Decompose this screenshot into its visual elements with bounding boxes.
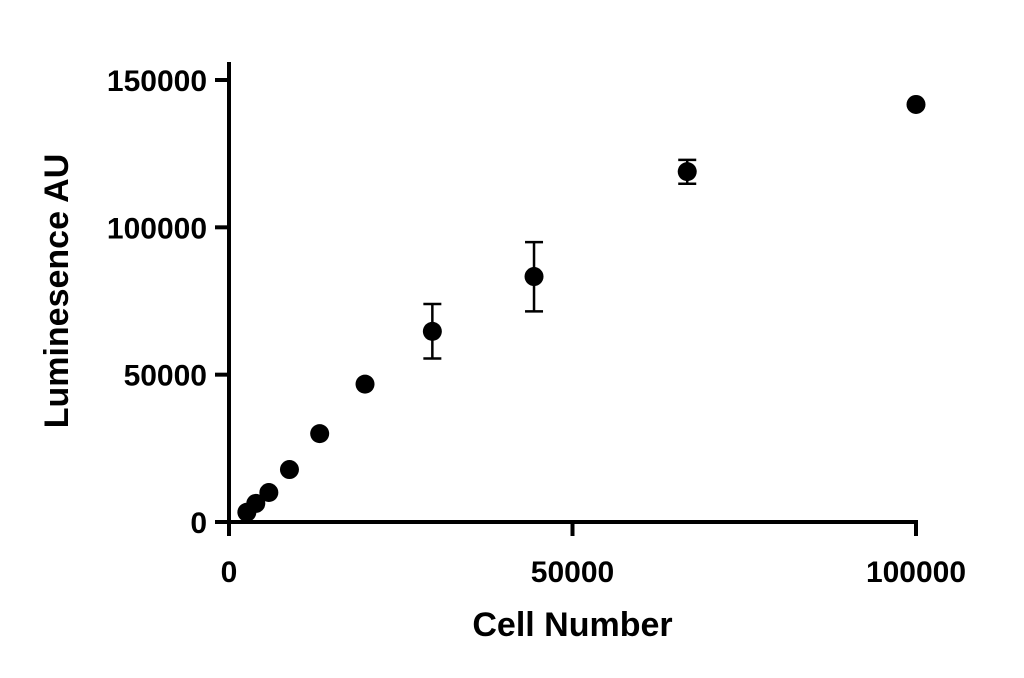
data-point — [246, 493, 266, 513]
x-ticks: 0 50000 100000 — [221, 522, 966, 589]
data-point — [279, 460, 299, 480]
x-axis-title: Cell Number — [472, 606, 672, 644]
y-ticks: 0 50000 100000 150000 — [107, 65, 229, 540]
y-tick-label: 150000 — [107, 65, 207, 98]
data-point — [906, 94, 926, 114]
data-point — [677, 162, 697, 182]
y-tick-label: 0 — [190, 507, 207, 540]
data-point — [355, 374, 375, 394]
y-tick-label: 50000 — [124, 360, 207, 393]
data-point — [422, 321, 442, 341]
axes — [227, 62, 918, 524]
y-tick-label: 100000 — [107, 212, 207, 245]
data-point — [259, 483, 279, 503]
x-tick-label: 100000 — [866, 556, 966, 589]
data-point — [310, 424, 330, 444]
y-axis-title: Luminesence AU — [38, 154, 76, 429]
error-bars — [423, 158, 697, 360]
data-points — [237, 94, 926, 522]
x-tick-label: 0 — [221, 556, 238, 589]
x-tick-label: 50000 — [531, 556, 614, 589]
data-point — [524, 267, 544, 287]
